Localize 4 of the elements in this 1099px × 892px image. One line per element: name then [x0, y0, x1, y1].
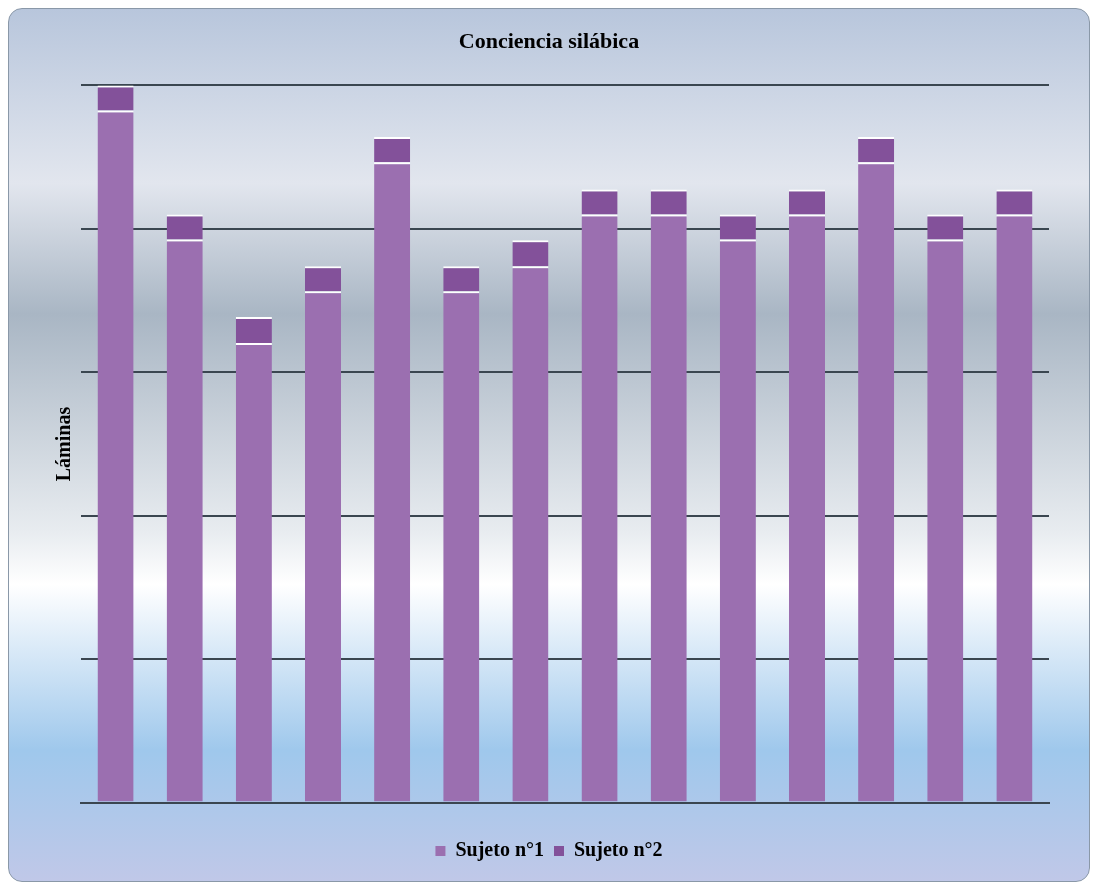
legend-label: Sujeto n°2 [574, 838, 663, 862]
legend-label: Sujeto n°1 [455, 838, 545, 862]
chart-title: Conciencia silábica [458, 27, 640, 53]
y-axis-title: Láminas [52, 406, 75, 482]
